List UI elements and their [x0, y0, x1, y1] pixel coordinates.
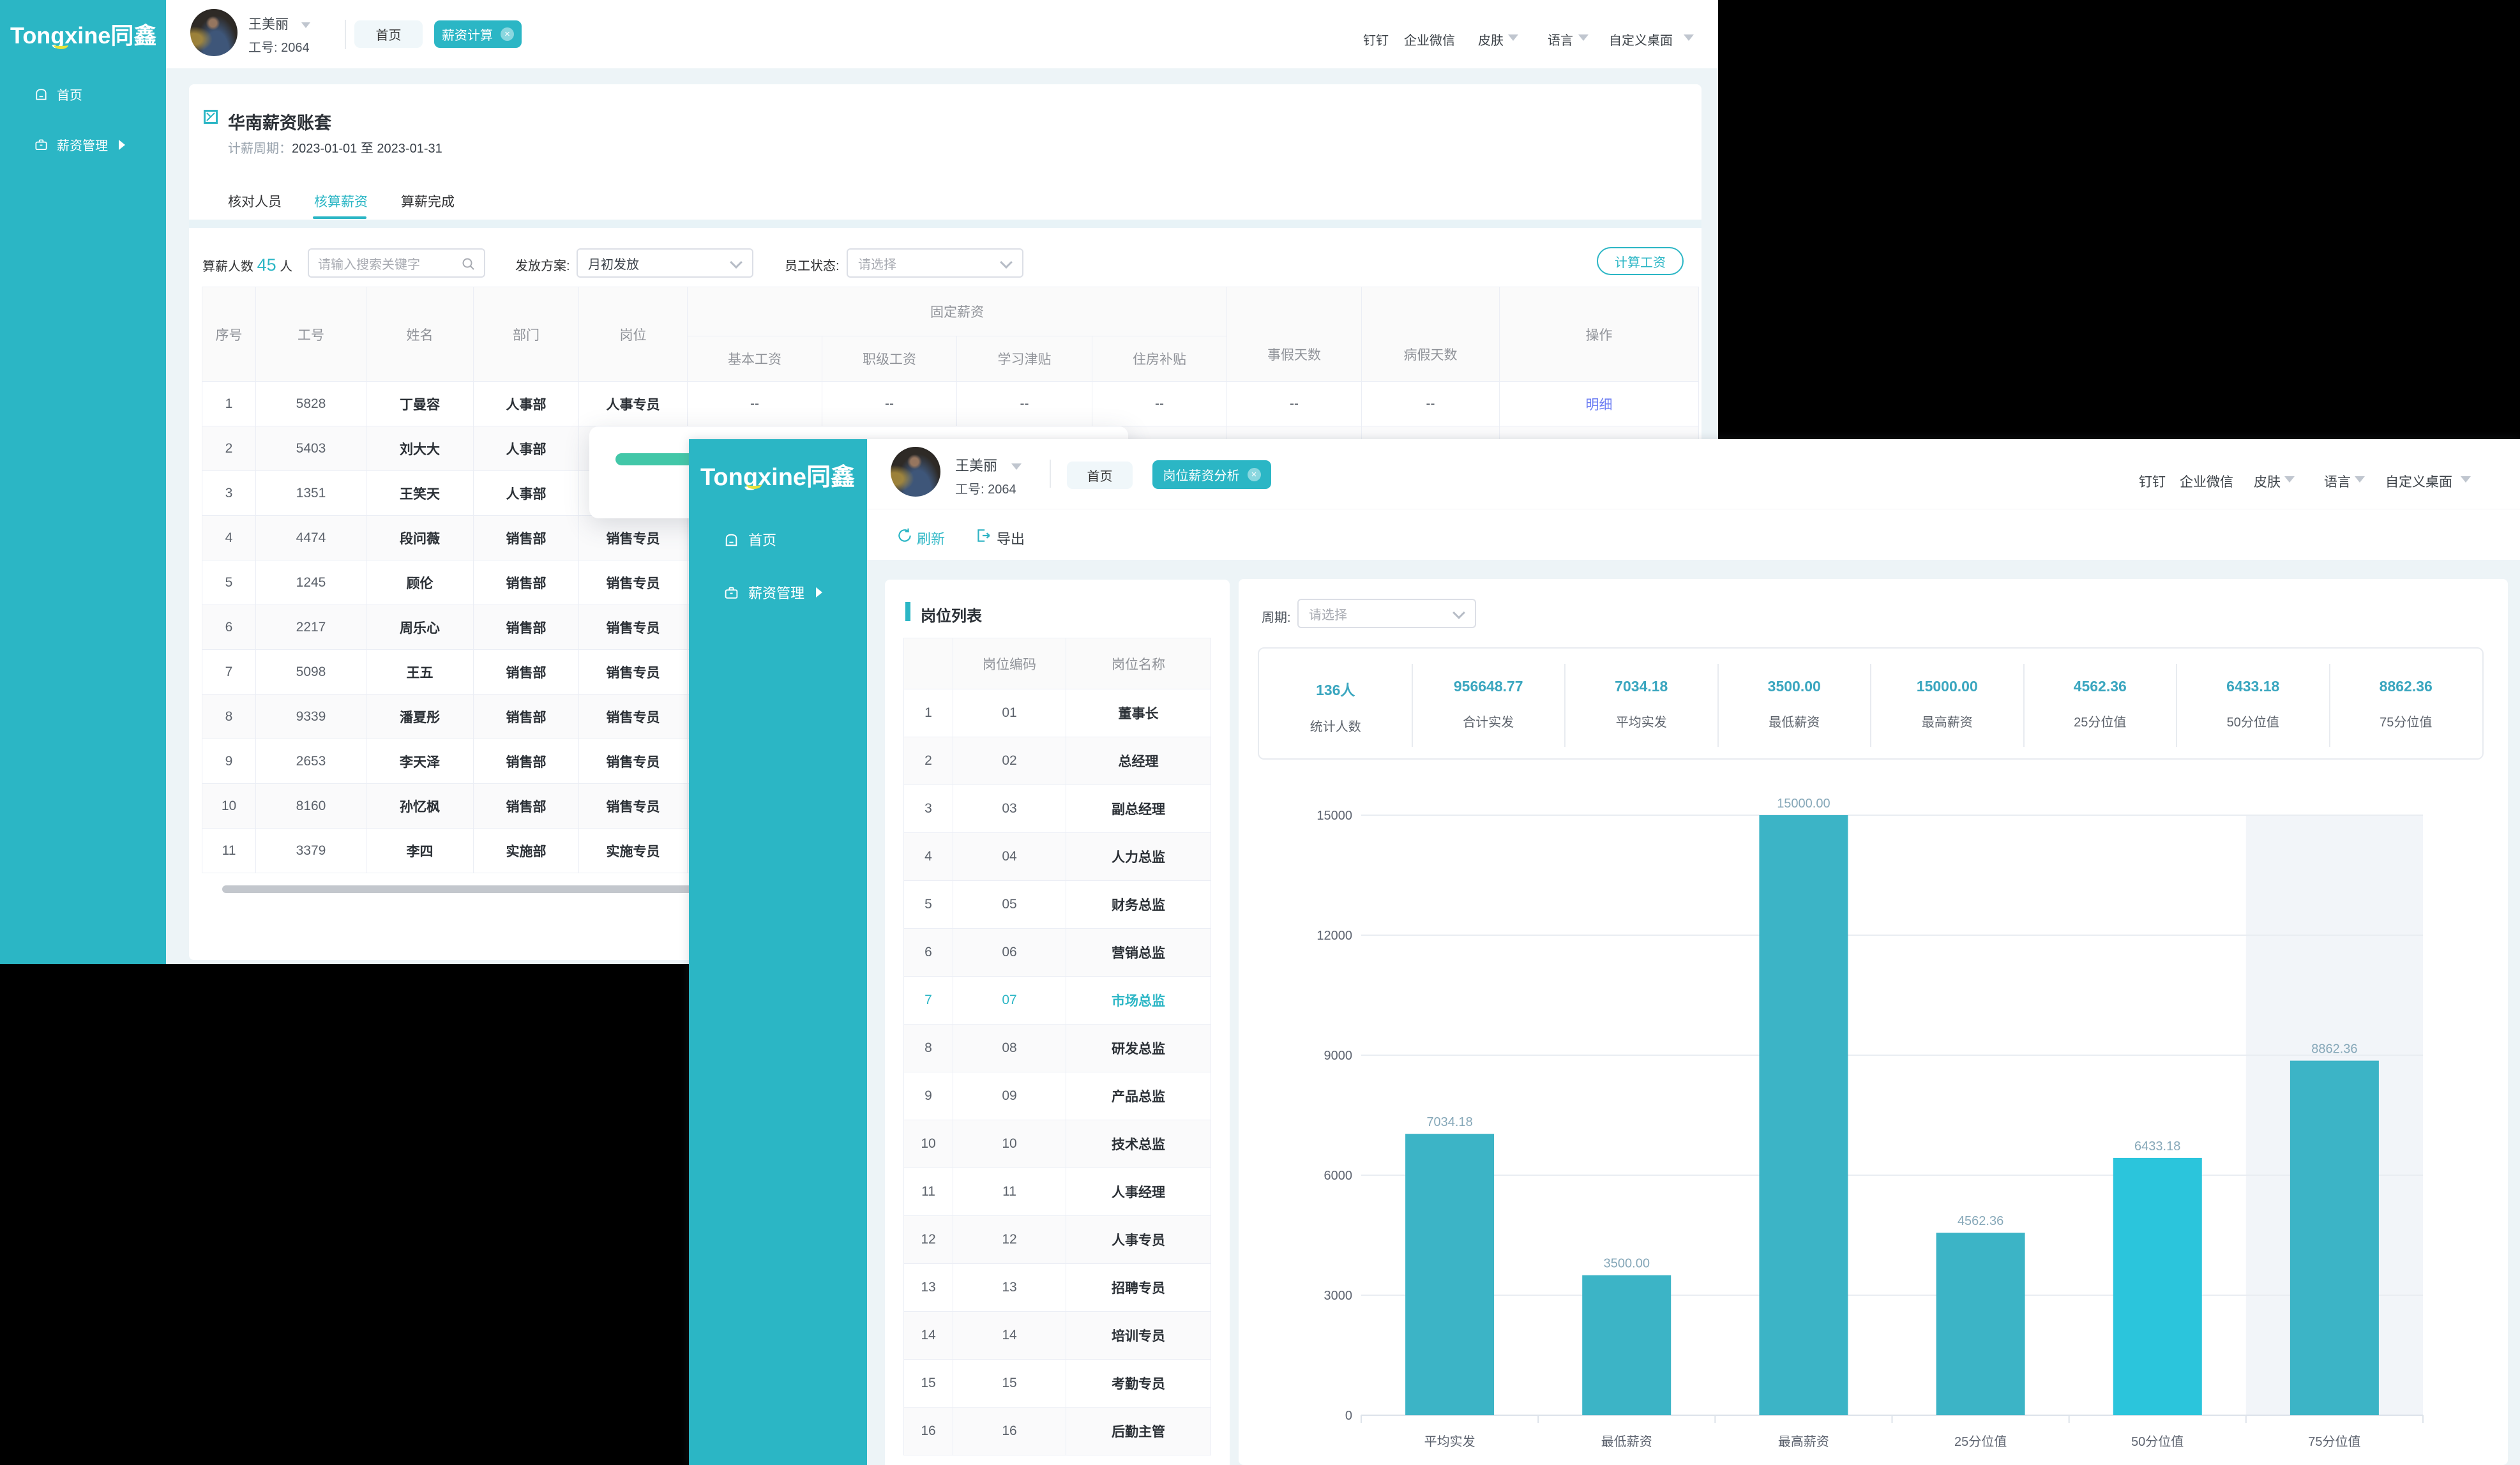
svg-text:75分位值: 75分位值 [2308, 1434, 2360, 1449]
svg-text:6433.18: 6433.18 [2134, 1139, 2180, 1153]
svg-text:最低薪资: 最低薪资 [1601, 1434, 1652, 1449]
svg-text:15000.00: 15000.00 [1777, 797, 1830, 811]
svg-text:3500.00: 3500.00 [1604, 1257, 1650, 1271]
svg-text:3000: 3000 [1324, 1289, 1353, 1303]
svg-text:6000: 6000 [1324, 1169, 1353, 1183]
svg-text:最高薪资: 最高薪资 [1778, 1434, 1829, 1449]
svg-text:平均实发: 平均实发 [1424, 1434, 1475, 1449]
svg-text:9000: 9000 [1324, 1049, 1353, 1063]
svg-text:0: 0 [1345, 1409, 1352, 1423]
svg-text:50分位值: 50分位值 [2131, 1434, 2184, 1449]
svg-text:25分位值: 25分位值 [1954, 1434, 2007, 1449]
svg-text:7034.18: 7034.18 [1426, 1115, 1472, 1129]
svg-text:8862.36: 8862.36 [2311, 1042, 2357, 1056]
svg-text:4562.36: 4562.36 [1958, 1214, 2003, 1228]
svg-text:12000: 12000 [1317, 929, 1352, 943]
svg-text:15000: 15000 [1317, 809, 1352, 823]
